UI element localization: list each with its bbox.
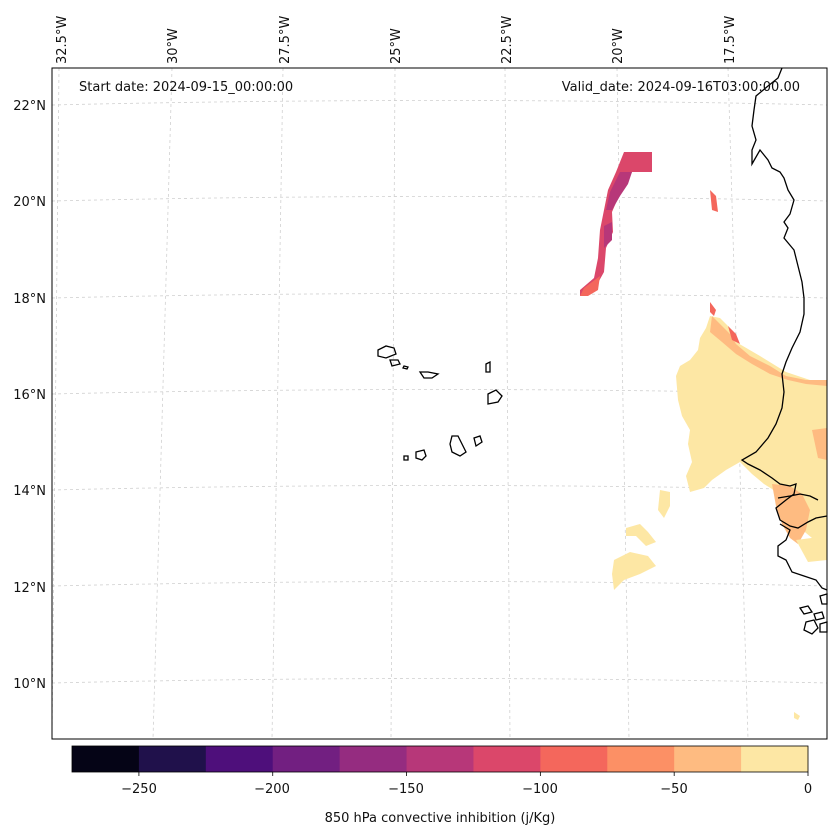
valid-date-label: Valid_date: 2024-09-16T03:00:00.00 [562, 80, 800, 95]
colorbar-bins [72, 746, 809, 772]
parallel-20n [51, 196, 828, 202]
colorbar-tick-label: −200 [254, 782, 290, 797]
meridian-27-5w [271, 67, 284, 740]
colorbar-bin-5 [406, 746, 474, 772]
coastline-bijagos-3 [803, 619, 819, 635]
cin-contour-yellow-frag-3 [612, 552, 656, 590]
lat-label-14n: 14°N [13, 484, 46, 499]
colorbar-bin-3 [272, 746, 341, 772]
colorbar-tick-label: −150 [388, 782, 424, 797]
lat-label-20n: 20°N [13, 195, 46, 210]
map-panel [51, 67, 828, 740]
meridian-17-5w [727, 67, 749, 740]
colorbar-tick-labels: −250 −200 −150 −100 −50 0 [121, 782, 812, 797]
cin-contour-streak-north [580, 152, 652, 296]
parallel-14n [51, 485, 828, 491]
coastline-west-africa [740, 67, 828, 529]
meridian-32-5w [51, 67, 60, 740]
cin-contour-yellow-frag-4 [794, 712, 800, 720]
island-santo-antao [377, 345, 397, 359]
cin-contour-orange-coast [710, 316, 827, 386]
colorbar: −250 −200 −150 −100 −50 0 850 hPa convec… [71, 745, 812, 826]
parallel-12n [51, 581, 828, 587]
colorbar-tick-label: 0 [804, 782, 812, 797]
lon-label-17-5w: 17.5°W [723, 16, 738, 64]
island-santa-luzia [402, 365, 409, 370]
cin-contour-orange-gambia [772, 484, 810, 544]
parallel-10n [51, 678, 828, 684]
colorbar-bin-7 [540, 746, 608, 772]
cin-contour-red-coast-2 [728, 326, 740, 344]
lat-label-10n: 10°N [13, 677, 46, 692]
colorbar-bin-1 [138, 746, 207, 772]
island-sao-vicente [389, 359, 401, 367]
island-sal [485, 360, 491, 373]
cin-contour-yellow-frag-1 [658, 490, 670, 518]
lon-label-27-5w: 27.5°W [278, 16, 293, 64]
coastline-bijagos-2 [813, 611, 825, 621]
cin-contour-yellow-main [676, 316, 827, 540]
colorbar-bin-6 [473, 746, 541, 772]
cin-contour-yellow-south [796, 536, 827, 562]
parallel-16n [51, 389, 828, 395]
meridian-22-5w [504, 67, 511, 740]
island-santiago [449, 435, 467, 457]
cin-contour-orange-inland [812, 428, 827, 460]
lon-label-20w: 20°W [611, 28, 626, 64]
latitude-labels: 22°N 20°N 18°N 16°N 14°N 12°N 10°N [13, 99, 46, 692]
start-date-label: Start date: 2024-09-15_00:00:00 [79, 80, 293, 95]
island-fogo [415, 449, 427, 461]
colorbar-title: 850 hPa convective inhibition (j/Kg) [325, 811, 556, 826]
cin-contour-streak-tail [580, 276, 600, 296]
colorbar-tick-label: −100 [522, 782, 558, 797]
island-sao-nicolau [418, 371, 440, 379]
coastlines [377, 67, 828, 635]
colorbar-bin-9 [674, 746, 742, 772]
lat-label-12n: 12°N [13, 581, 46, 596]
longitude-labels: 32.5°W 30°W 27.5°W 25°W 22.5°W 20°W 17.5… [55, 16, 738, 64]
colorbar-bin-8 [607, 746, 675, 772]
lon-label-30w: 30°W [166, 28, 181, 64]
colorbar-bin-10 [741, 746, 809, 772]
cin-contours [580, 152, 827, 720]
colorbar-bin-0 [72, 746, 140, 772]
meridian-25w [390, 67, 396, 740]
meridian-30w [152, 67, 173, 740]
lon-label-32-5w: 32.5°W [55, 16, 70, 64]
parallel-18n [51, 293, 828, 299]
cin-contour-streak-purple-2 [604, 222, 612, 248]
map-border [51, 67, 828, 740]
lat-label-18n: 18°N [13, 292, 46, 307]
colorbar-tick-label: −250 [121, 782, 157, 797]
lon-label-25w: 25°W [389, 28, 404, 64]
colorbar-ticks [138, 772, 809, 776]
lat-label-22n: 22°N [13, 99, 46, 114]
coastline-bijagos-1 [798, 605, 814, 615]
colorbar-border [71, 745, 809, 773]
colorbar-bin-2 [205, 746, 274, 772]
colorbar-tick-label: −50 [660, 782, 687, 797]
cin-contour-small-patch [710, 190, 718, 212]
gridlines [51, 67, 828, 740]
coastline-guinea-bissau [777, 523, 828, 591]
colorbar-bin-4 [339, 746, 408, 772]
island-maio [473, 435, 483, 448]
parallel-22n [51, 100, 828, 106]
cin-contour-red-coast [710, 302, 716, 316]
coastline-gambia-river [777, 493, 819, 501]
cin-contour-streak-purple [606, 172, 632, 210]
island-brava [403, 455, 409, 461]
lon-label-22-5w: 22.5°W [500, 16, 515, 64]
meridian-20w [616, 67, 630, 740]
cin-contour-yellow-frag-2 [626, 524, 656, 546]
lat-label-16n: 16°N [13, 388, 46, 403]
island-boa-vista [487, 389, 503, 405]
